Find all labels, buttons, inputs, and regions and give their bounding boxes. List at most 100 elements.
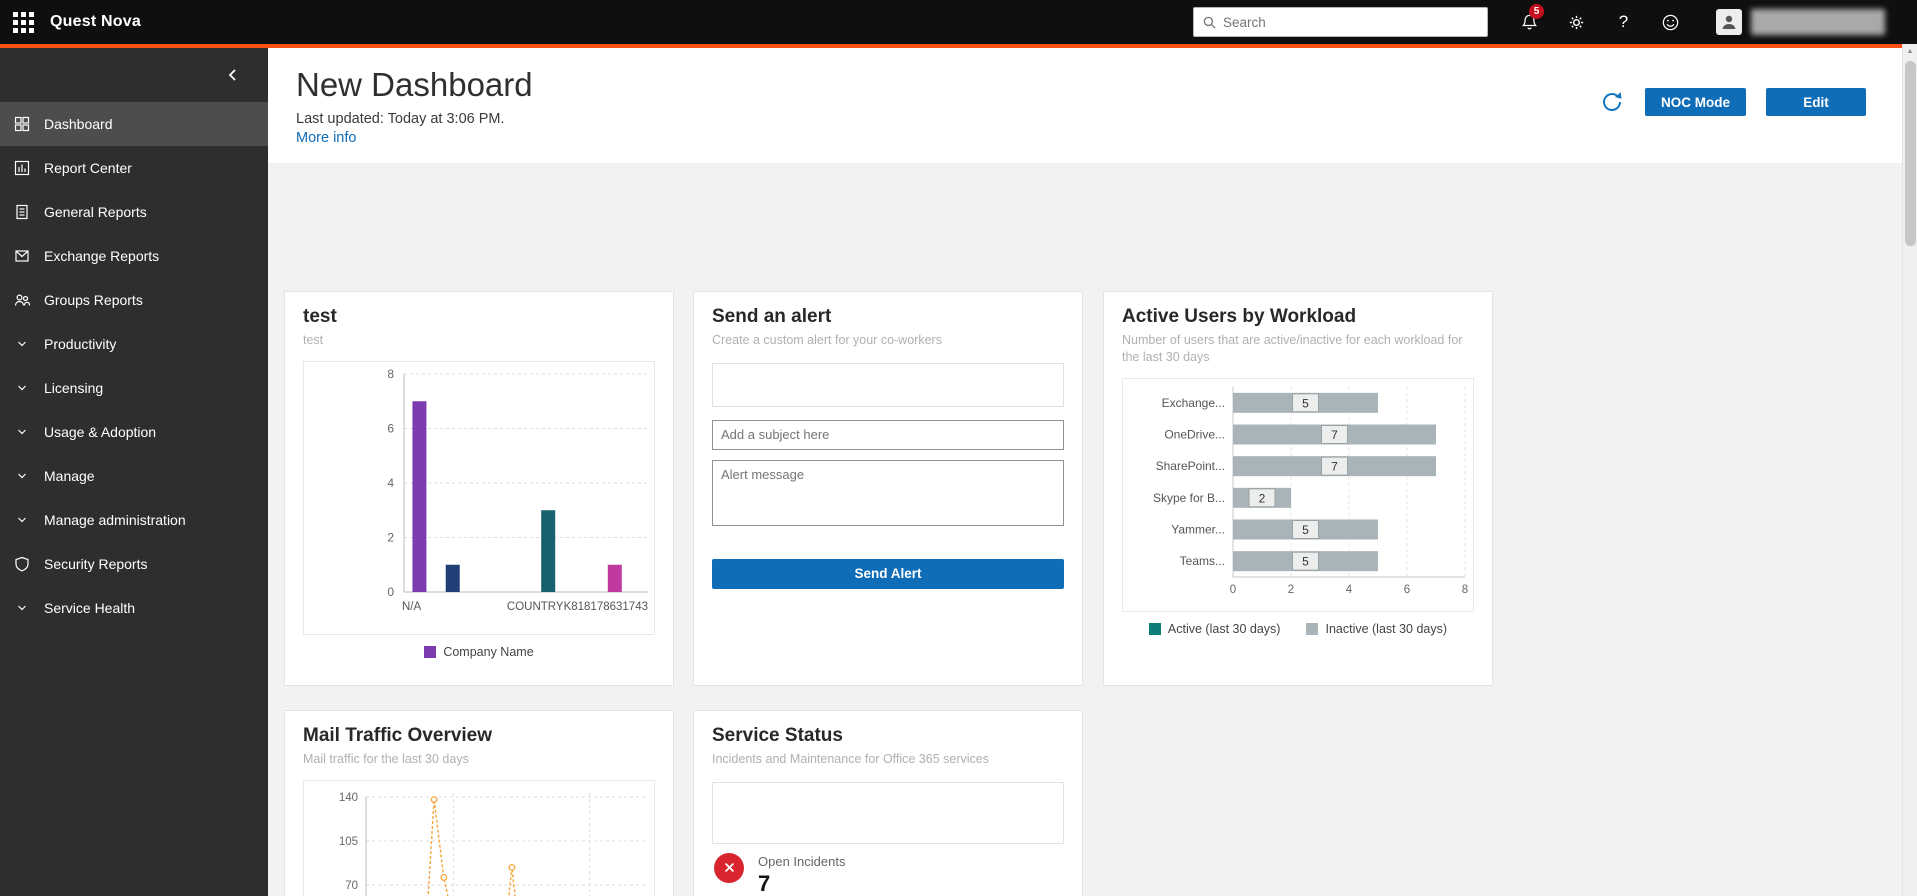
sidebar-item-groups-reports[interactable]: Groups Reports bbox=[0, 278, 268, 322]
svg-text:Yammer...: Yammer... bbox=[1171, 522, 1225, 536]
sidebar-item-security-reports[interactable]: Security Reports bbox=[0, 542, 268, 586]
sidebar-item-report-center[interactable]: Report Center bbox=[0, 146, 268, 190]
sidebar-nav: Dashboard Report Center General Reports … bbox=[0, 102, 268, 630]
settings-button[interactable] bbox=[1553, 0, 1600, 44]
user-account-button[interactable] bbox=[1716, 9, 1885, 35]
chevron-down-icon bbox=[14, 424, 44, 440]
edit-button[interactable]: Edit bbox=[1766, 88, 1866, 116]
sidebar-item-manage-administration[interactable]: Manage administration bbox=[0, 498, 268, 542]
search-input[interactable] bbox=[1223, 14, 1479, 30]
svg-text:Skype for B...: Skype for B... bbox=[1153, 491, 1225, 505]
feedback-button[interactable] bbox=[1647, 0, 1694, 44]
svg-text:0: 0 bbox=[1230, 584, 1236, 596]
question-mark-icon: ? bbox=[1618, 12, 1629, 31]
more-info-link[interactable]: More info bbox=[296, 130, 357, 146]
chevron-down-icon bbox=[14, 512, 44, 528]
svg-text:2: 2 bbox=[1259, 491, 1266, 505]
svg-text:OneDrive...: OneDrive... bbox=[1164, 427, 1225, 441]
notification-badge: 5 bbox=[1529, 4, 1544, 19]
sidebar: Dashboard Report Center General Reports … bbox=[0, 48, 268, 896]
svg-text:8: 8 bbox=[1462, 584, 1468, 596]
orange-series-line bbox=[427, 799, 516, 896]
sidebar-item-general-reports[interactable]: General Reports bbox=[0, 190, 268, 234]
people-icon bbox=[14, 292, 44, 308]
svg-text:70: 70 bbox=[345, 880, 358, 892]
page-title: New Dashboard bbox=[296, 66, 533, 103]
gear-icon bbox=[1569, 15, 1584, 29]
legend-swatch bbox=[1306, 622, 1319, 635]
sidebar-item-usage-adoption[interactable]: Usage & Adoption bbox=[0, 410, 268, 454]
workload-chart: 0 2 4 6 8 Exchange... 5 OneDrive... 7 SharePoint.… bbox=[1122, 377, 1474, 612]
mail-icon bbox=[14, 248, 44, 264]
page-header: New Dashboard Last updated: Today at 3:0… bbox=[268, 48, 1902, 163]
sidebar-item-label: Manage administration bbox=[44, 512, 186, 528]
noc-mode-button[interactable]: NOC Mode bbox=[1645, 88, 1746, 116]
alert-message-textarea[interactable] bbox=[712, 459, 1064, 526]
chevron-down-icon bbox=[14, 600, 44, 616]
svg-text:6: 6 bbox=[387, 421, 394, 435]
help-button[interactable]: ? bbox=[1600, 0, 1647, 44]
last-updated-text: Last updated: Today at 3:06 PM. bbox=[296, 111, 505, 127]
card-subtitle: Mail traffic for the last 30 days bbox=[303, 752, 469, 766]
card-send-alert: Send an alert Create a custom alert for … bbox=[693, 291, 1083, 686]
sidebar-item-dashboard[interactable]: Dashboard bbox=[0, 102, 268, 146]
card-title: Mail Traffic Overview bbox=[303, 725, 493, 746]
test-chart-legend: Company Name bbox=[303, 645, 655, 659]
sidebar-item-productivity[interactable]: Productivity bbox=[0, 322, 268, 366]
svg-text:Exchange...: Exchange... bbox=[1162, 396, 1225, 410]
workload-chart-legend: Active (last 30 days) Inactive (last 30 … bbox=[1122, 622, 1474, 636]
legend-label: Inactive (last 30 days) bbox=[1325, 621, 1448, 636]
main-content: New Dashboard Last updated: Today at 3:0… bbox=[268, 48, 1902, 896]
card-mail-traffic-overview: Mail Traffic Overview Mail traffic for t… bbox=[284, 710, 674, 896]
card-test: test test 0 2 4 6 8 N/A COUNTRYK818178631743 C… bbox=[284, 291, 674, 686]
svg-text:4: 4 bbox=[1346, 584, 1353, 596]
smiley-icon bbox=[1662, 14, 1679, 30]
bar-chart-icon bbox=[14, 160, 44, 176]
search-icon bbox=[1203, 16, 1216, 29]
card-service-status: Service Status Incidents and Maintenance… bbox=[693, 710, 1083, 896]
svg-text:6: 6 bbox=[1404, 584, 1410, 596]
test-chart-svg: 0 2 4 6 8 N/A COUNTRYK818178631743 bbox=[387, 367, 648, 613]
card-title: Send an alert bbox=[712, 306, 832, 327]
sidebar-item-manage[interactable]: Manage bbox=[0, 454, 268, 498]
legend-label: Active (last 30 days) bbox=[1167, 621, 1281, 636]
workload-chart-svg: 0 2 4 6 8 Exchange... 5 OneDrive... 7 SharePoint.… bbox=[1153, 386, 1468, 596]
app-title: Quest Nova bbox=[50, 13, 141, 30]
sidebar-item-label: Service Health bbox=[44, 600, 136, 616]
svg-text:5: 5 bbox=[1302, 396, 1309, 410]
svg-text:5: 5 bbox=[1302, 523, 1309, 537]
card-subtitle: Incidents and Maintenance for Office 365… bbox=[712, 752, 990, 766]
service-status-filter-box[interactable] bbox=[712, 781, 1064, 844]
bar-N/A bbox=[412, 401, 427, 592]
svg-text:105: 105 bbox=[339, 836, 358, 848]
mail-traffic-chart-svg: 03570105140 bbox=[339, 792, 648, 896]
sidebar-item-label: Productivity bbox=[44, 336, 117, 352]
sidebar-item-service-health[interactable]: Service Health bbox=[0, 586, 268, 630]
card-subtitle: test bbox=[303, 333, 324, 347]
svg-text:Teams...: Teams... bbox=[1180, 554, 1225, 568]
scrollbar-thumb[interactable] bbox=[1905, 61, 1916, 246]
alert-subject-input[interactable] bbox=[712, 419, 1064, 450]
app-launcher-button[interactable] bbox=[0, 0, 46, 44]
svg-text:4: 4 bbox=[387, 476, 394, 490]
sidebar-collapse-button[interactable] bbox=[0, 48, 268, 102]
status-label: Open Incidents bbox=[758, 853, 846, 869]
alert-recipients-box[interactable] bbox=[712, 362, 1064, 407]
sidebar-item-exchange-reports[interactable]: Exchange Reports bbox=[0, 234, 268, 278]
refresh-button[interactable] bbox=[1599, 89, 1625, 115]
user-name-redacted bbox=[1751, 9, 1885, 35]
sidebar-item-label: Exchange Reports bbox=[44, 248, 160, 264]
waffle-icon bbox=[12, 11, 34, 33]
svg-text:8: 8 bbox=[387, 367, 394, 381]
sidebar-item-label: General Reports bbox=[44, 204, 147, 220]
sidebar-item-licensing[interactable]: Licensing bbox=[0, 366, 268, 410]
search-box bbox=[1193, 7, 1488, 37]
notifications-button[interactable]: 5 bbox=[1506, 0, 1553, 44]
vertical-scrollbar[interactable]: ▲ bbox=[1902, 44, 1917, 896]
chevron-down-icon bbox=[14, 468, 44, 484]
svg-text:SharePoint...: SharePoint... bbox=[1156, 459, 1225, 473]
send-alert-button[interactable]: Send Alert bbox=[712, 558, 1064, 589]
scroll-up-arrow-icon[interactable]: ▲ bbox=[1906, 48, 1914, 55]
mail-traffic-chart: 03570105140 bbox=[303, 779, 655, 896]
bar-COUNTRYK818178631743 bbox=[541, 510, 556, 592]
